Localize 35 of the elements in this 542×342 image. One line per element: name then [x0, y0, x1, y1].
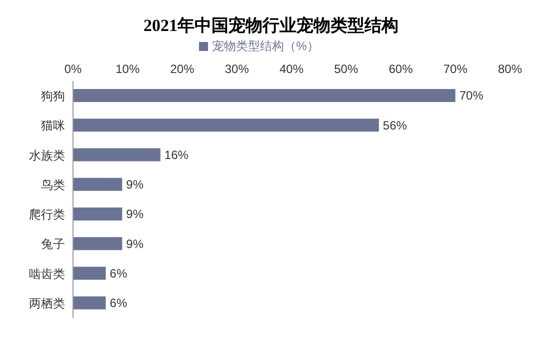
chart-title: 2021年中国宠物行业宠物类型结构: [142, 15, 400, 37]
data-label: 56%: [382, 118, 408, 132]
bar: [73, 178, 122, 191]
y-tick-label: 两栖类: [29, 296, 65, 310]
x-tick-label: 20%: [170, 62, 195, 76]
y-tick-label: 鸟类: [41, 178, 65, 192]
y-tick-label: 水族类: [29, 148, 65, 162]
x-tick-label: 60%: [388, 62, 414, 76]
bar: [73, 208, 122, 220]
x-tick-label: 10%: [116, 62, 140, 76]
x-tick-label: 30%: [224, 62, 250, 76]
data-label: 9%: [126, 178, 144, 192]
bar: [73, 89, 456, 102]
bar: [73, 237, 122, 250]
x-tick-label: 70%: [443, 62, 468, 76]
data-label: 16%: [164, 148, 189, 162]
data-label: 9%: [126, 207, 144, 222]
y-tick-label: 猫咪: [41, 118, 65, 133]
data-label: 6%: [110, 266, 128, 280]
bar: [73, 118, 379, 132]
bar: [73, 296, 106, 310]
x-tick-label: 0%: [64, 62, 82, 76]
data-label: 70%: [459, 88, 484, 103]
bar: [73, 148, 160, 162]
x-tick-label: 40%: [279, 62, 304, 76]
x-tick-label: 50%: [334, 62, 358, 76]
x-tick-label: 80%: [498, 62, 522, 76]
y-tick-label: 兔子: [41, 237, 65, 252]
legend-label: 宠物类型结构（%）: [212, 39, 319, 53]
y-tick-label: 爬行类: [29, 208, 65, 222]
y-tick-label: 狗狗: [41, 89, 65, 104]
data-label: 9%: [126, 236, 144, 251]
data-label: 6%: [110, 296, 128, 310]
y-tick-label: 啮齿类: [29, 266, 65, 281]
bar: [73, 266, 106, 280]
